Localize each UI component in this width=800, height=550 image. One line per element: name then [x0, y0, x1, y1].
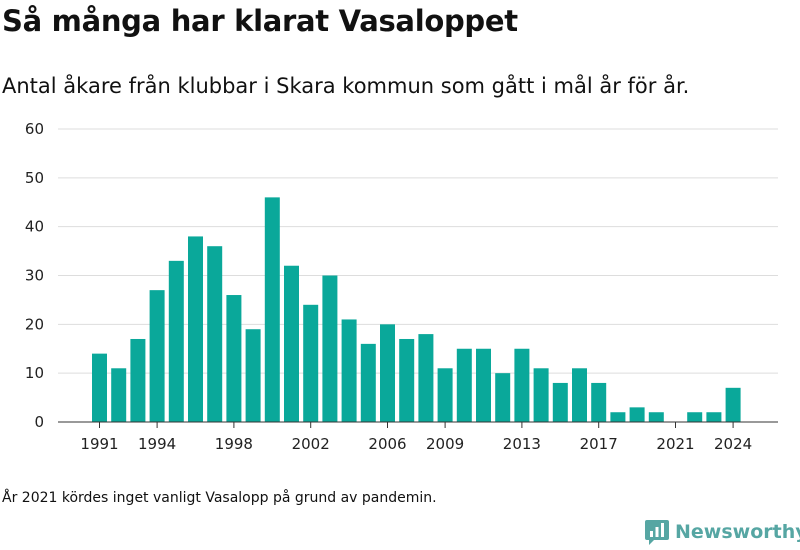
bar [303, 304, 319, 422]
y-tick-label: 20 [25, 315, 44, 333]
bar [226, 295, 242, 422]
bar [149, 290, 165, 422]
y-tick-label: 60 [25, 120, 44, 138]
bar-chart: 0 10 20 30 40 50 60 1991 1994 1998 2002 2006 2009 201… [25, 120, 778, 453]
bar [168, 260, 184, 422]
bar [552, 382, 568, 422]
x-tick-label: 2002 [292, 435, 330, 453]
logo-text: Newsworthy [675, 521, 800, 543]
y-tick-label: 0 [34, 413, 44, 431]
x-tick-label: 1991 [80, 435, 118, 453]
bar [648, 412, 664, 422]
chart-subtitle: Antal åkare från klubbar i Skara kommun … [2, 74, 690, 98]
x-tick-label: 1998 [215, 435, 253, 453]
bar [706, 412, 722, 422]
bar [264, 197, 280, 422]
bar [495, 373, 511, 422]
x-tick-label: 2013 [503, 435, 541, 453]
chart-title: Så många har klarat Vasaloppet [2, 4, 518, 38]
bar [418, 334, 434, 422]
x-tick-label: 2021 [656, 435, 694, 453]
bar [514, 348, 530, 422]
bar [572, 368, 587, 422]
x-tick-label: 2006 [368, 435, 406, 453]
bar [188, 236, 203, 422]
bar [380, 324, 395, 422]
x-tick-label: 2017 [580, 435, 618, 453]
bar [591, 382, 607, 422]
bar [533, 368, 549, 422]
bar [111, 368, 127, 422]
bar [130, 338, 146, 422]
footnote: År 2021 kördes inget vanligt Vasalopp på… [2, 490, 437, 506]
y-tick-label: 40 [25, 218, 44, 236]
bar [725, 387, 741, 422]
y-tick-label: 10 [25, 364, 44, 382]
bar [610, 412, 626, 422]
bar [284, 265, 299, 422]
bar [437, 368, 453, 422]
y-tick-label: 30 [25, 267, 44, 285]
bar [322, 275, 338, 422]
bar [687, 412, 703, 422]
bar [456, 348, 472, 422]
bar [629, 407, 645, 422]
bar [245, 329, 261, 422]
x-tick-label: 2024 [714, 435, 752, 453]
bar [207, 246, 223, 422]
x-tick-label: 2009 [426, 435, 464, 453]
bar [92, 353, 107, 422]
bar [360, 343, 376, 422]
x-tick-label: 1994 [138, 435, 176, 453]
newsworthy-logo-icon [645, 520, 669, 545]
y-tick-label: 50 [25, 169, 44, 187]
newsworthy-logo: Newsworthy [645, 519, 800, 545]
bar [399, 338, 415, 422]
bar [341, 319, 357, 422]
bar [476, 348, 491, 422]
